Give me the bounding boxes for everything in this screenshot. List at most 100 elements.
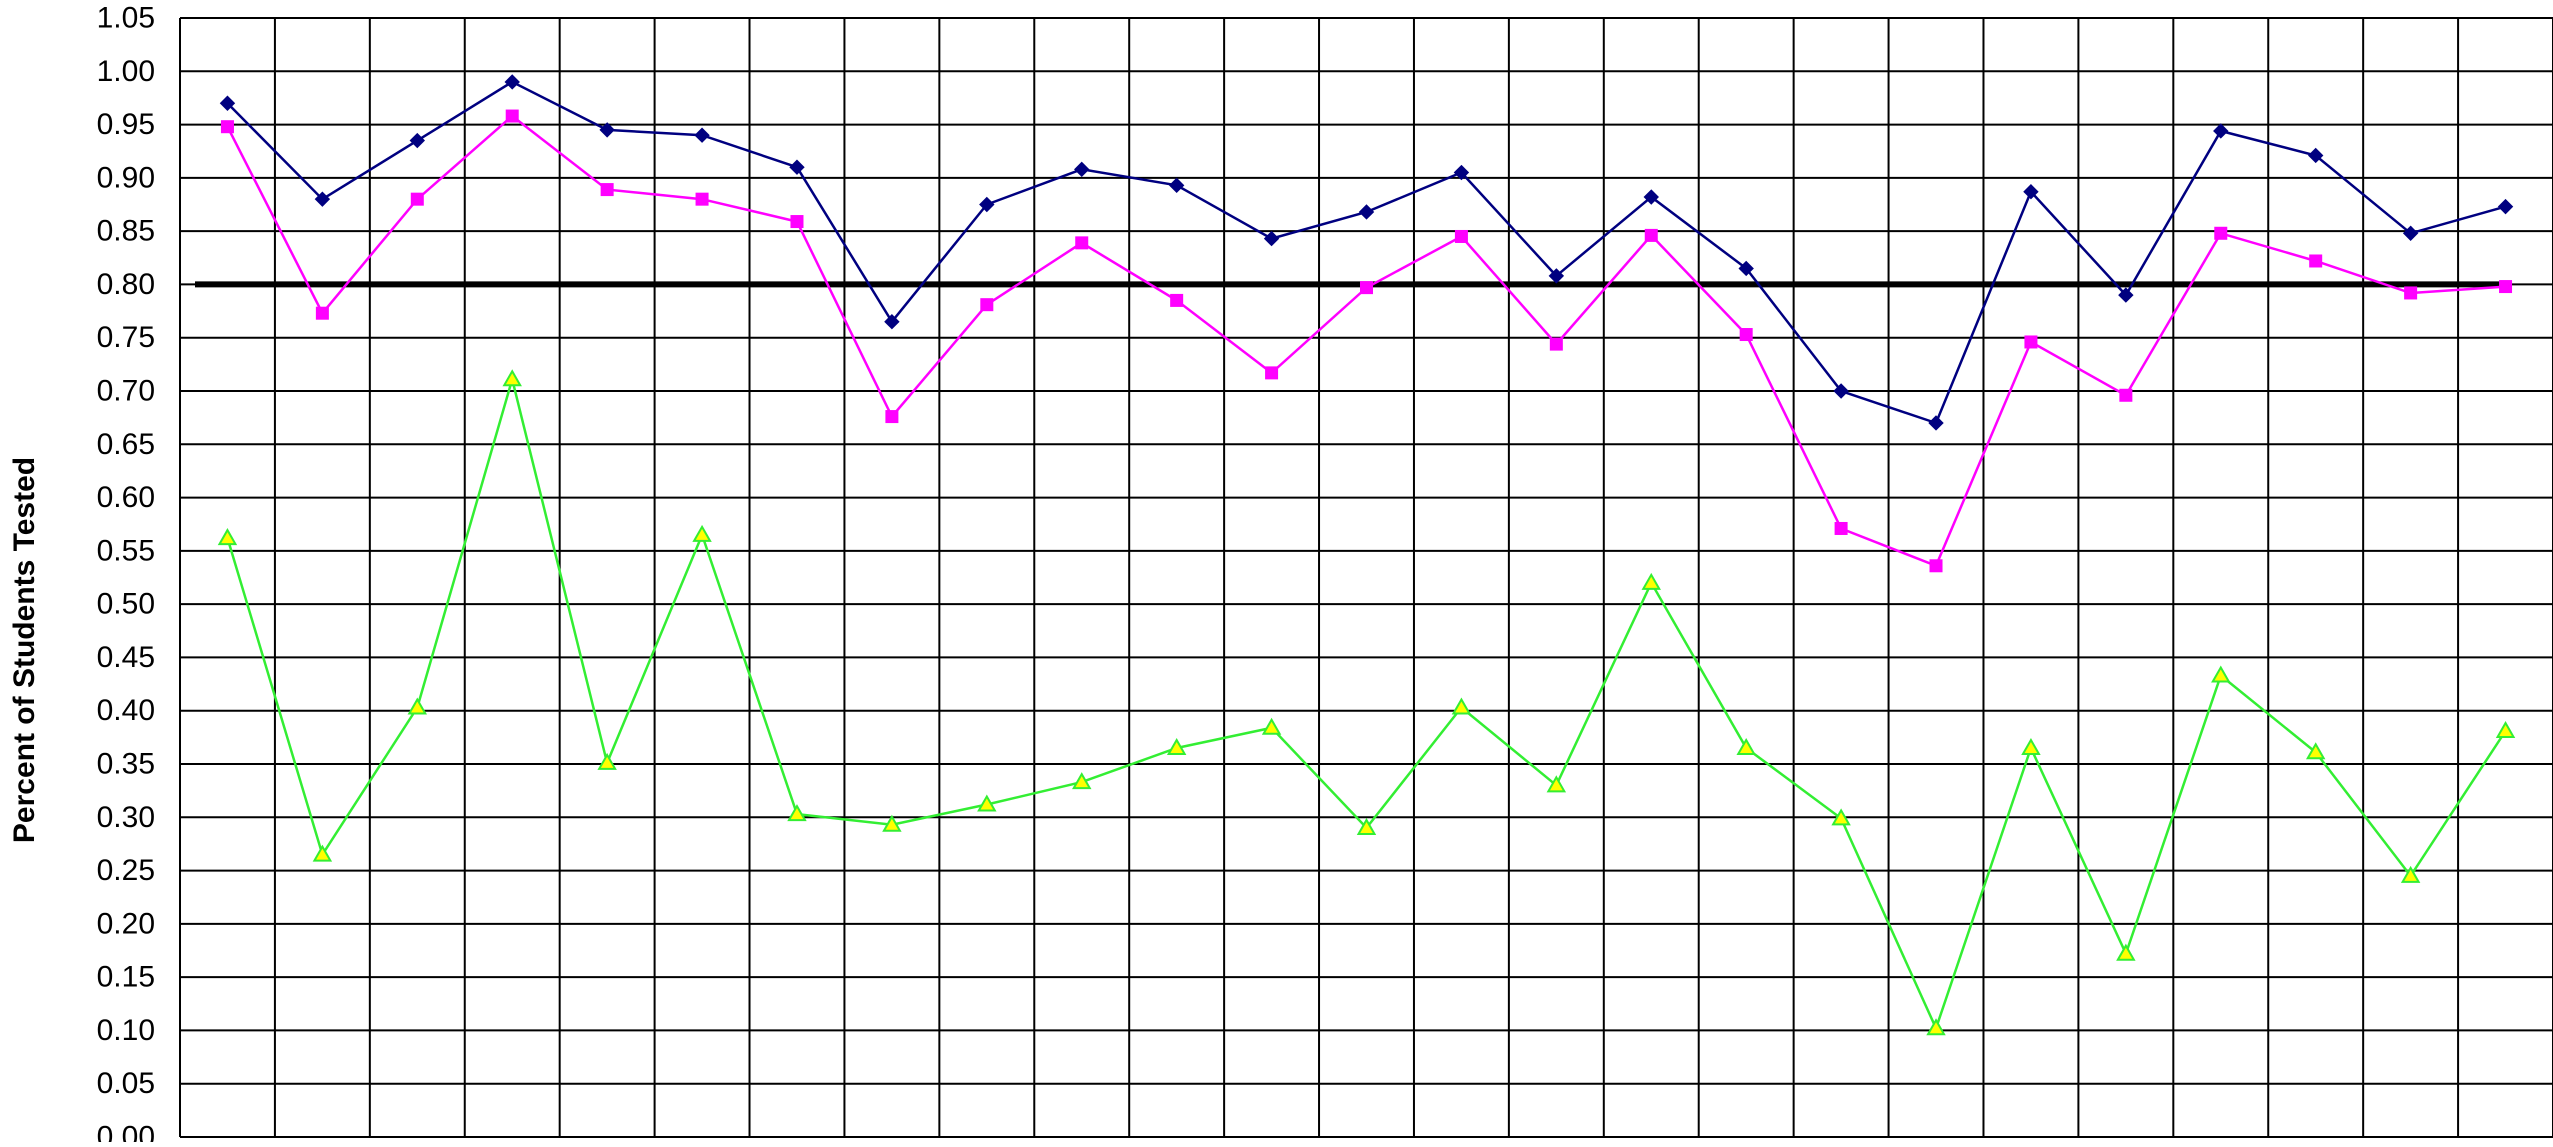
data-point: [2499, 280, 2513, 294]
gridlines: [179, 17, 2553, 1138]
y-axis-ticks: 0.00 0.05 0.10 0.15 0.20 0.25 0.30 0.35 0.40 0.45…: [97, 2, 155, 1147]
data-point: [599, 122, 615, 138]
y-tick-label: 1.05: [97, 2, 155, 35]
series-1: [219, 74, 2514, 431]
data-point: [1168, 177, 1185, 194]
y-tick-label: 0.35: [97, 748, 155, 781]
y-tick-label: 0.85: [97, 215, 155, 248]
y-tick-label: 0.55: [97, 534, 155, 567]
data-point: [1075, 236, 1089, 250]
data-point: [2497, 198, 2514, 215]
data-point: [2118, 287, 2134, 303]
data-point: [2021, 737, 2041, 756]
data-point: [1454, 229, 1468, 243]
data-point: [1928, 415, 1944, 431]
data-point: [1453, 164, 1470, 181]
data-point: [2213, 123, 2229, 139]
data-point: [1644, 228, 1658, 242]
data-point: [2402, 225, 2419, 241]
data-point: [1072, 772, 1092, 790]
data-point: [1170, 293, 1184, 307]
y-tick-label: 0.90: [97, 161, 155, 194]
y-tick-label: 0.30: [97, 801, 155, 834]
data-point: [505, 109, 519, 123]
data-point: [409, 132, 426, 149]
data-point: [977, 794, 997, 812]
y-tick-label: 0.70: [97, 375, 155, 408]
data-point: [2307, 147, 2324, 164]
y-tick-label: 0.75: [97, 321, 155, 354]
data-point: [2495, 720, 2516, 738]
data-point: [597, 752, 617, 770]
data-point: [2404, 286, 2418, 300]
data-point: [2119, 388, 2133, 402]
data-point: [1548, 268, 1565, 284]
y-tick-label: 0.20: [97, 907, 155, 940]
data-point: [695, 192, 709, 206]
data-point: [2211, 665, 2231, 683]
data-point: [1736, 737, 1756, 756]
data-point: [2400, 865, 2421, 883]
data-point: [1926, 1018, 1946, 1036]
data-point: [2024, 335, 2038, 349]
y-tick-label: 1.00: [97, 55, 155, 88]
data-point: [882, 814, 902, 832]
data-point: [1738, 260, 1754, 277]
y-tick-label: 0.50: [97, 588, 155, 621]
data-point: [1265, 366, 1279, 380]
data-point: [1641, 572, 1661, 590]
data-point: [1739, 328, 1753, 342]
data-point: [1451, 697, 1472, 715]
data-point: [1166, 737, 1187, 756]
series-line: [226, 374, 2507, 1032]
y-tick-label: 0.15: [97, 961, 155, 994]
y-tick-label: 0.25: [97, 854, 155, 887]
data-point: [2309, 254, 2323, 268]
data-point: [1643, 189, 1659, 205]
data-point: [220, 120, 234, 134]
y-axis-title: Percent of Students Tested: [8, 456, 41, 844]
data-point: [504, 74, 520, 90]
data-point: [2023, 184, 2039, 200]
data-point: [312, 844, 333, 862]
data-point: [884, 314, 900, 330]
data-point: [980, 298, 994, 312]
data-point: [407, 697, 428, 715]
data-point: [1074, 161, 1090, 178]
y-tick-label: 0.00: [97, 1121, 155, 1143]
data-point: [315, 306, 329, 320]
data-point: [694, 127, 710, 143]
y-tick-label: 0.65: [97, 428, 155, 461]
data-point: [502, 369, 522, 387]
y-tick-label: 0.10: [97, 1014, 155, 1047]
series-2: [220, 109, 2513, 573]
data-point: [1261, 717, 1282, 735]
data-point: [1929, 559, 1943, 573]
data-point: [1546, 775, 1567, 793]
y-tick-label: 0.40: [97, 694, 155, 727]
data-point: [1360, 281, 1373, 295]
series-line: [226, 80, 2506, 425]
data-point: [692, 524, 712, 542]
data-point: [2116, 943, 2136, 961]
data-point: [885, 410, 899, 424]
y-tick-label: 0.80: [97, 268, 155, 301]
data-point: [979, 196, 995, 213]
y-tick-label: 0.60: [97, 481, 155, 514]
data-point: [1358, 204, 1375, 220]
data-point: [790, 215, 804, 229]
data-point: [2305, 742, 2326, 760]
data-point: [1833, 383, 1849, 399]
data-point: [1549, 337, 1563, 351]
data-point: [217, 528, 238, 546]
y-tick-label: 0.45: [97, 641, 155, 674]
y-tick-label: 0.05: [97, 1067, 155, 1100]
series-3: [217, 369, 2516, 1036]
data-point: [1831, 808, 1851, 826]
data-point: [600, 183, 614, 197]
data-point: [2214, 226, 2228, 240]
series-group: [217, 74, 2516, 1036]
y-tick-label: 0.95: [97, 108, 155, 141]
